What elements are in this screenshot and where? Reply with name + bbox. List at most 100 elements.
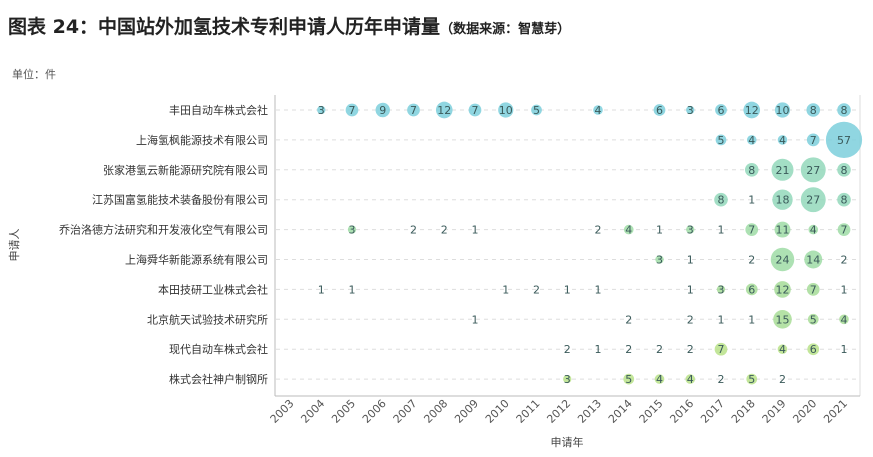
data-label: 6 (810, 343, 817, 356)
x-tick-label: 2014 (606, 397, 635, 426)
data-label: 8 (718, 194, 725, 207)
y-tick-label: 丰田自动车株式会社 (169, 103, 268, 117)
data-label: 2 (687, 313, 694, 326)
data-label: 1 (472, 224, 479, 237)
x-tick-label: 2015 (637, 397, 666, 426)
data-label: 9 (379, 104, 386, 117)
bubble (531, 104, 542, 116)
data-label: 1 (718, 313, 725, 326)
bubble (774, 102, 791, 118)
data-label: 8 (748, 164, 755, 177)
data-label: 4 (779, 134, 786, 147)
bubble (772, 189, 793, 210)
chart-title: 图表 24：中国站外加氢技术专利申请人历年申请量（数据来源：智慧芽） (8, 12, 570, 39)
data-label: 3 (564, 373, 571, 386)
data-label: 1 (595, 343, 602, 356)
x-tick-label: 2017 (698, 397, 727, 426)
data-label: 4 (656, 373, 663, 386)
x-tick-label: 2013 (575, 397, 604, 426)
data-label: 7 (810, 134, 817, 147)
data-label: 1 (656, 224, 663, 237)
x-tick-label: 2004 (298, 397, 327, 426)
bubble (686, 105, 695, 115)
bubble (806, 283, 820, 296)
bubble (563, 374, 572, 384)
bubble (745, 223, 759, 236)
data-label: 57 (837, 134, 851, 147)
data-label: 21 (776, 164, 790, 177)
data-label: 5 (625, 373, 632, 386)
bubble (745, 283, 758, 296)
bubble (806, 103, 821, 117)
bubble (804, 250, 823, 269)
bubble (654, 374, 665, 384)
data-label: 5 (748, 373, 755, 386)
y-tick-label: 上海氢枫能源技术有限公司 (136, 133, 268, 147)
bubble (743, 101, 761, 119)
data-label: 8 (841, 164, 848, 177)
data-label: 2 (656, 343, 663, 356)
data-label: 12 (437, 104, 451, 117)
data-label: 2 (625, 343, 632, 356)
bubble (653, 104, 666, 116)
bubble (623, 224, 634, 235)
data-label: 3 (349, 224, 356, 237)
title-text: 图表 24：中国站外加氢技术专利申请人历年申请量 (8, 16, 441, 38)
data-label: 1 (748, 194, 755, 207)
data-label: 8 (841, 194, 848, 207)
bubble (807, 343, 820, 356)
data-label: 2 (625, 313, 632, 326)
bubble (777, 344, 788, 355)
data-label: 2 (564, 343, 571, 356)
bubble (347, 225, 357, 234)
data-label: 2 (748, 254, 755, 267)
data-label: 1 (318, 283, 325, 296)
x-tick-label: 2019 (760, 397, 789, 426)
data-label: 7 (841, 224, 848, 237)
data-label: 12 (776, 283, 790, 296)
x-tick-label: 2012 (544, 397, 573, 426)
x-tick-label: 2007 (391, 397, 420, 426)
data-label: 18 (776, 194, 790, 207)
unit-label: 单位：件 (12, 68, 56, 81)
bubble (807, 313, 819, 325)
x-tick-label: 2010 (483, 397, 512, 426)
data-label: 7 (349, 104, 356, 117)
y-tick-label: 北京航天试验技术研究所 (147, 312, 268, 326)
bubble (808, 224, 819, 235)
data-label: 2 (718, 373, 725, 386)
bubble (800, 157, 826, 183)
data-label: 4 (595, 104, 602, 117)
data-label: 1 (841, 343, 848, 356)
data-label: 2 (533, 283, 540, 296)
data-label: 1 (472, 313, 479, 326)
bubble (714, 192, 728, 207)
data-label: 10 (499, 104, 513, 117)
data-label: 10 (776, 104, 790, 117)
y-tick-label: 本田技研工业株式会社 (158, 282, 268, 296)
bubble (837, 163, 851, 177)
y-tick-label: 乔治洛德方法研究和开发液化空气有限公司 (59, 223, 268, 237)
y-tick-label: 张家港氢云新能源研究院有限公司 (103, 163, 268, 177)
bubble (498, 102, 514, 118)
bubble (837, 192, 851, 207)
x-tick-label: 2018 (729, 397, 758, 426)
data-label: 2 (410, 224, 417, 237)
data-label: 27 (806, 164, 820, 177)
bubble (806, 133, 820, 147)
bubble (435, 101, 453, 119)
bubble (825, 121, 863, 159)
bubble (716, 285, 726, 294)
data-label: 1 (718, 224, 725, 237)
x-tick-label: 2009 (452, 397, 481, 426)
data-label: 8 (810, 104, 817, 117)
data-label: 1 (748, 313, 755, 326)
data-label: 7 (410, 104, 417, 117)
data-label: 1 (841, 283, 848, 296)
data-label: 1 (687, 254, 694, 267)
data-label: 1 (595, 283, 602, 296)
bubble (468, 103, 482, 117)
bubble (777, 135, 788, 145)
bubble (837, 103, 851, 117)
